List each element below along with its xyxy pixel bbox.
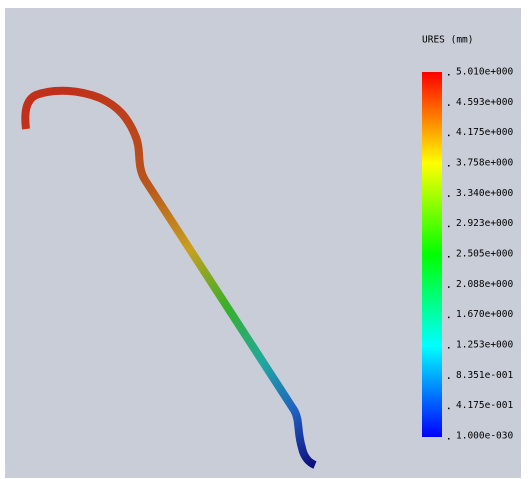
legend-label: 5.010e+000 — [456, 67, 513, 78]
legend-label: 4.175e-001 — [456, 400, 513, 411]
legend-tick — [448, 377, 450, 379]
legend-label: 4.175e+000 — [456, 127, 513, 138]
legend-title: URES (mm) — [422, 35, 473, 46]
legend-label: 2.923e+000 — [456, 218, 513, 229]
legend-tick — [448, 408, 450, 410]
legend-label: 4.593e+000 — [456, 97, 513, 108]
legend-tick — [448, 226, 450, 228]
page: {"legend": {"title": "URES (mm)", "label… — [0, 0, 529, 479]
legend-tick — [448, 317, 450, 319]
legend-label: 2.088e+000 — [456, 279, 513, 290]
legend-tick — [448, 74, 450, 76]
legend-label: 3.340e+000 — [456, 188, 513, 199]
legend-label: 2.505e+000 — [456, 249, 513, 260]
color-bar — [422, 72, 442, 437]
legend-tick — [448, 347, 450, 349]
legend-tick — [448, 104, 450, 106]
viewport-background — [5, 8, 521, 478]
legend-tick — [448, 195, 450, 197]
legend-label: 8.351e-001 — [456, 370, 513, 381]
legend-label: 1.000e-030 — [456, 431, 513, 442]
viewport: URES (mm) 5.010e+000 4.593e+000 4.175e+000… — [0, 0, 529, 479]
legend-label: 1.670e+000 — [456, 309, 513, 320]
legend-tick — [448, 438, 450, 440]
legend-tick — [448, 286, 450, 288]
legend-label: 1.253e+000 — [456, 340, 513, 351]
legend-label: 3.758e+000 — [456, 158, 513, 169]
legend-tick — [448, 135, 450, 137]
legend-tick — [448, 256, 450, 258]
legend-tick — [448, 165, 450, 167]
